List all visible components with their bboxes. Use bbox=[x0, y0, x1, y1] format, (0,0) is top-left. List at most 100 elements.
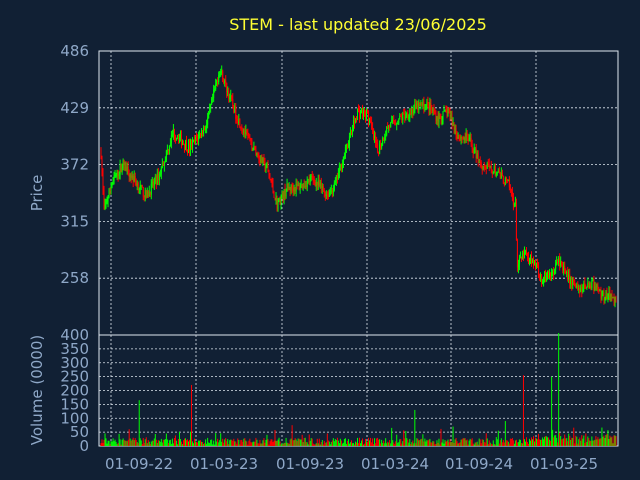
candle-body bbox=[532, 261, 534, 264]
candle-body bbox=[553, 272, 555, 275]
candle-body bbox=[467, 137, 469, 141]
candle-body bbox=[397, 123, 399, 125]
candle-body bbox=[347, 145, 349, 147]
volume-tick-label: 150 bbox=[60, 395, 89, 413]
candle-body bbox=[142, 186, 144, 197]
candle-body bbox=[535, 260, 537, 268]
candle-body bbox=[377, 143, 379, 152]
candle-body bbox=[287, 183, 289, 188]
candle-body bbox=[380, 144, 382, 148]
candle-body bbox=[267, 165, 269, 170]
candle-body bbox=[140, 184, 142, 186]
candle-body bbox=[580, 286, 582, 292]
candle-body bbox=[349, 131, 351, 137]
candle-body bbox=[590, 285, 592, 289]
candle-body bbox=[594, 286, 596, 291]
candle-body bbox=[481, 166, 483, 170]
candle-body bbox=[439, 115, 441, 117]
candle-body bbox=[468, 138, 470, 141]
candle-body bbox=[598, 287, 600, 291]
candle-body bbox=[265, 168, 267, 170]
candle-body bbox=[123, 159, 125, 166]
candle-body bbox=[296, 183, 298, 186]
candle-body bbox=[364, 111, 366, 113]
candle-body bbox=[126, 166, 128, 171]
candle-body bbox=[155, 176, 157, 184]
candle-body bbox=[511, 192, 513, 198]
candle-body bbox=[396, 123, 398, 125]
candle-body bbox=[304, 185, 306, 187]
candle-body bbox=[215, 84, 217, 90]
candle-body bbox=[548, 271, 550, 278]
candle-body bbox=[111, 183, 113, 187]
candle-body bbox=[406, 112, 408, 117]
x-tick-label: 01-03-23 bbox=[190, 455, 258, 473]
candle-body bbox=[198, 134, 200, 140]
candle-body bbox=[264, 160, 266, 170]
candle-body bbox=[154, 176, 156, 182]
candle-body bbox=[353, 120, 355, 124]
x-tick-label: 01-03-24 bbox=[361, 455, 429, 473]
candle-body bbox=[464, 137, 466, 141]
candle-body bbox=[229, 98, 231, 100]
candle-body bbox=[593, 280, 595, 291]
candle-body bbox=[367, 110, 369, 112]
candle-body bbox=[457, 137, 459, 139]
price-tick-label: 429 bbox=[60, 99, 89, 117]
candle-body bbox=[483, 165, 485, 167]
candle-body bbox=[339, 164, 341, 167]
candle-body bbox=[505, 177, 507, 180]
volume-tick-label: 50 bbox=[70, 423, 89, 441]
candle-body bbox=[340, 164, 342, 169]
candle-body bbox=[426, 101, 428, 105]
candle-body bbox=[368, 111, 370, 122]
candle-body bbox=[103, 189, 105, 210]
candle-body bbox=[389, 125, 391, 128]
candle-body bbox=[573, 278, 575, 283]
candle-body bbox=[564, 266, 566, 271]
candle-body bbox=[328, 192, 330, 197]
candle-body bbox=[177, 137, 179, 142]
candle-body bbox=[203, 127, 205, 134]
candle-body bbox=[533, 261, 535, 265]
candle-body bbox=[600, 289, 602, 299]
candle-body bbox=[108, 188, 110, 197]
candle-body bbox=[495, 172, 497, 176]
candle-body bbox=[114, 175, 116, 177]
candle-body bbox=[196, 137, 198, 139]
candle-body bbox=[301, 184, 303, 189]
candle-body bbox=[571, 278, 573, 286]
candle-body bbox=[274, 197, 276, 201]
candle-body bbox=[249, 138, 251, 140]
candle-body bbox=[268, 169, 270, 176]
candle-body bbox=[331, 190, 333, 193]
candle-body bbox=[284, 189, 286, 197]
candle-body bbox=[200, 133, 202, 137]
candle-body bbox=[143, 196, 145, 198]
candle-body bbox=[338, 166, 340, 173]
candle-body bbox=[488, 164, 490, 168]
candle-body bbox=[188, 144, 190, 152]
candle-body bbox=[132, 175, 134, 182]
candle-body bbox=[390, 122, 392, 128]
candle-body bbox=[431, 109, 433, 111]
candle-body bbox=[365, 111, 367, 119]
candle-body bbox=[415, 104, 417, 108]
candle-body bbox=[210, 104, 212, 108]
candle-body bbox=[494, 166, 496, 176]
candle-body bbox=[330, 190, 332, 192]
candle-body bbox=[395, 123, 397, 125]
candle-body bbox=[151, 181, 153, 184]
candle-body bbox=[144, 190, 146, 198]
candle-body bbox=[566, 271, 568, 273]
candle-body bbox=[536, 264, 538, 268]
candle-body bbox=[306, 180, 308, 188]
candle-body bbox=[373, 128, 375, 138]
candle-body bbox=[211, 98, 213, 105]
candle-body bbox=[603, 292, 605, 300]
candle-body bbox=[473, 148, 475, 153]
candle-body bbox=[408, 117, 410, 119]
candle-body bbox=[206, 124, 208, 130]
candle-body bbox=[441, 119, 443, 121]
candle-body bbox=[109, 188, 111, 190]
